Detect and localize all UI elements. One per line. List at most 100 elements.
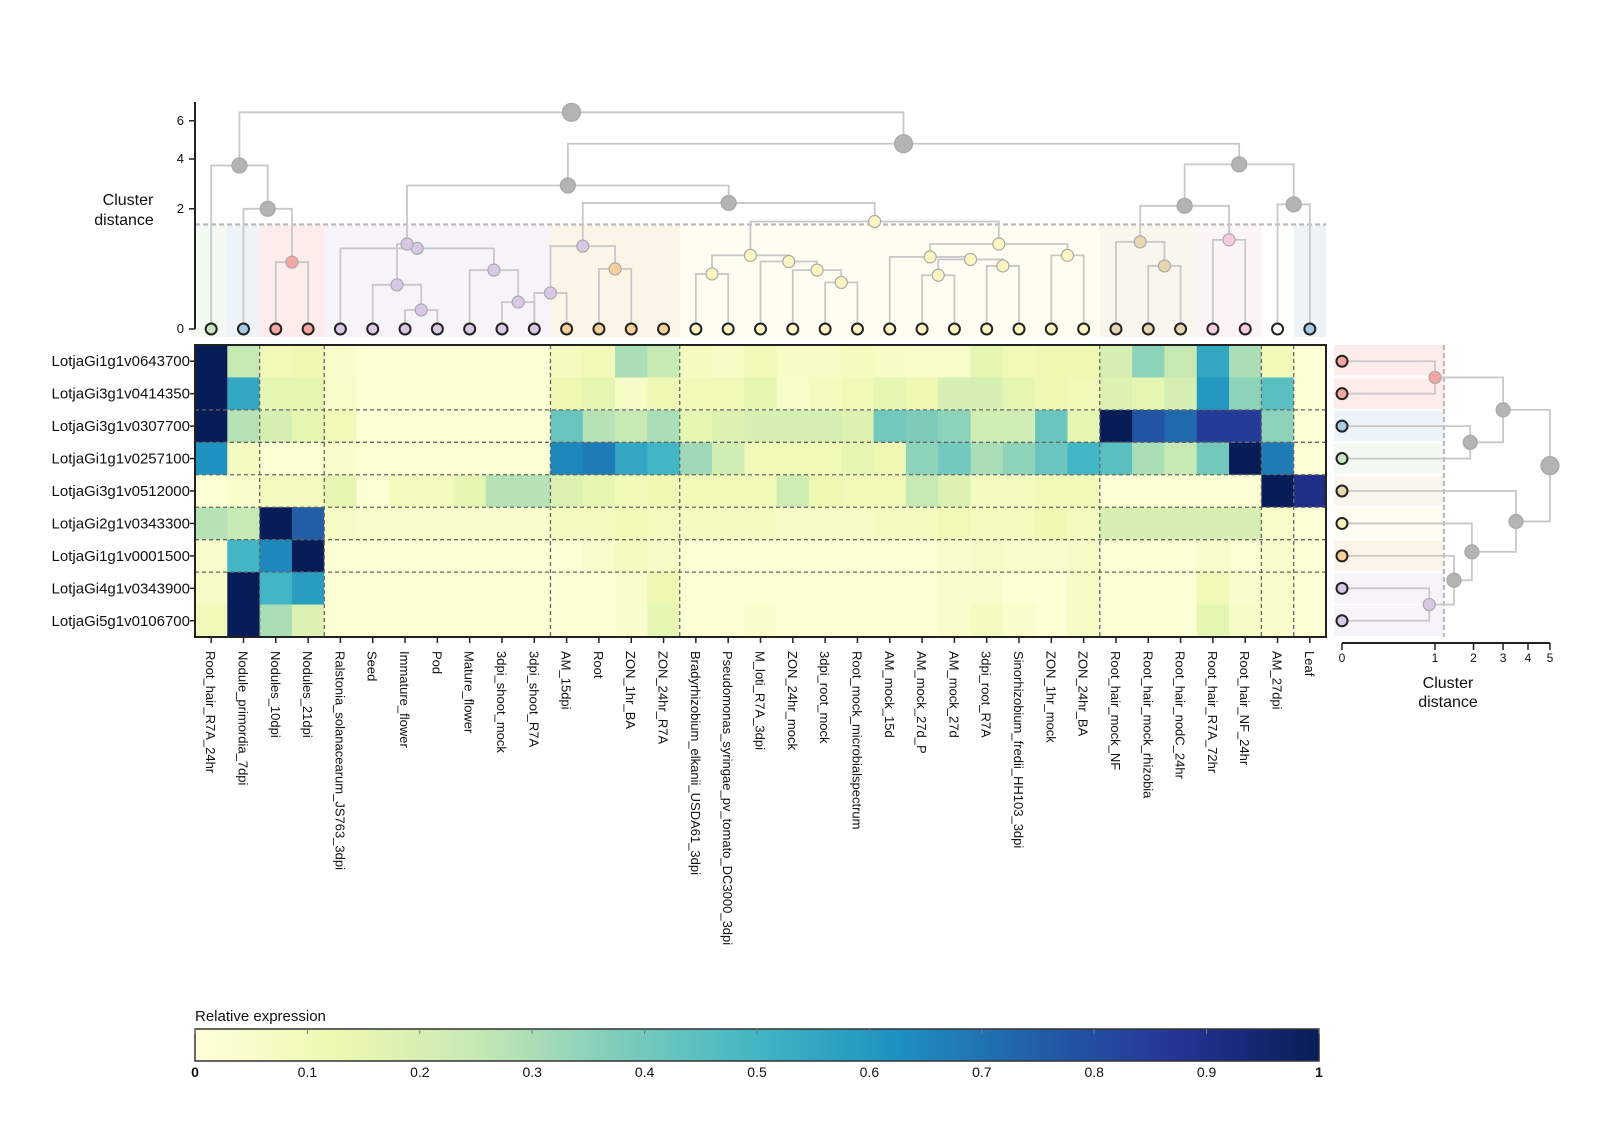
heatmap-cell <box>421 474 455 508</box>
column-label: 3dpi_shoot_mock <box>494 651 509 753</box>
dendrogram-node <box>810 263 824 277</box>
heatmap-cell <box>647 345 681 379</box>
column-label: Bradyrhizobium_elkanii_USDA61_3dpi <box>688 651 703 875</box>
heatmap-cell <box>808 474 842 508</box>
column-label: Leaf <box>1302 651 1317 677</box>
heatmap-cell <box>712 442 745 476</box>
heatmap-cell <box>808 604 842 638</box>
heatmap-cell <box>841 474 875 508</box>
column-label: AM_15dpi <box>559 651 574 710</box>
heatmap-cell <box>1035 507 1069 541</box>
right-cluster-band <box>1334 345 1444 376</box>
heatmap-cell <box>324 572 358 606</box>
heatmap-cell <box>195 572 228 606</box>
heatmap-cell <box>227 409 261 443</box>
heatmap-cell <box>485 604 519 638</box>
heatmap-cell <box>873 572 907 606</box>
heatmap-cell <box>1067 474 1101 508</box>
heatmap-cell <box>1293 474 1327 508</box>
dendrogram-node <box>923 250 937 264</box>
heatmap-cell <box>841 507 875 541</box>
column-label: Nodules_10dpi <box>268 651 283 738</box>
heatmap-cell <box>808 539 842 573</box>
dendrogram-node <box>400 237 414 251</box>
heatmap-cell <box>1132 539 1166 573</box>
heatmap-cell <box>550 604 584 638</box>
heatmap-cell <box>227 377 261 411</box>
heatmap-cell <box>744 539 778 573</box>
heatmap-cell <box>647 572 681 606</box>
colorbar-tick-label: 0.2 <box>410 1064 430 1080</box>
heatmap-cell <box>1099 604 1133 638</box>
column-label: 3dpi_shoot_R7A <box>526 651 541 747</box>
dendrogram-leaf <box>1271 322 1285 336</box>
colorbar-tick-label: 0.8 <box>1084 1064 1104 1080</box>
right-axis-tick-label: 0 <box>1339 651 1346 665</box>
heatmap-cell <box>1196 539 1230 573</box>
column-label: 3dpi_root_R7A <box>979 651 994 738</box>
heatmap-cell <box>905 572 939 606</box>
heatmap-cell <box>518 442 552 476</box>
colorbar-tick-label: 0.3 <box>522 1064 542 1080</box>
heatmap-cell <box>1196 474 1230 508</box>
heatmap-cell <box>679 377 713 411</box>
heatmap-cell <box>679 345 713 379</box>
heatmap-cell <box>1132 604 1166 638</box>
heatmap-cell <box>582 474 616 508</box>
heatmap-cell <box>1099 474 1133 508</box>
heatmap-cell <box>227 507 261 541</box>
column-label: Nodules_21dpi <box>300 651 315 738</box>
heatmap-cell <box>647 442 681 476</box>
dendrogram-node <box>1060 248 1075 262</box>
heatmap-cell <box>841 345 875 379</box>
heatmap-cell <box>905 409 939 443</box>
heatmap-cell <box>195 604 228 638</box>
heatmap-cell <box>905 377 939 411</box>
heatmap-cell <box>582 507 616 541</box>
row-labels: LotjaGi1g1v0643700 LotjaGi3g1v0414350 Lotj… <box>52 353 195 630</box>
top-dendrogram-ylabel-line2: distance <box>94 212 154 229</box>
heatmap-cell <box>421 572 455 606</box>
heatmap-cell <box>259 377 293 411</box>
colorbar-tick-label: 1 <box>1315 1064 1323 1080</box>
dendrogram-leaf <box>204 322 218 336</box>
colorbar-tick-label: 0 <box>191 1064 199 1080</box>
dendrogram-node <box>1422 597 1436 612</box>
heatmap-cell <box>1099 507 1133 541</box>
heatmap-cell <box>970 572 1004 606</box>
heatmap-cell <box>1293 345 1327 379</box>
heatmap-cell <box>324 442 358 476</box>
dendrogram-node <box>390 278 404 292</box>
column-label: Root <box>591 651 606 679</box>
heatmap-cell <box>1196 442 1230 476</box>
heatmap-cell <box>679 474 713 508</box>
heatmap-cell <box>1035 409 1069 443</box>
heatmap-cell <box>485 539 519 573</box>
column-label: Pod <box>429 651 444 674</box>
dendrogram-leaf <box>947 322 961 336</box>
heatmap-cell <box>324 507 358 541</box>
heatmap-cell <box>1293 507 1327 541</box>
row-label: LotjaGi1g1v0257100 <box>52 451 190 468</box>
heatmap-cell <box>1067 507 1101 541</box>
dendrogram-leaf <box>818 322 832 336</box>
heatmap-cell <box>776 377 810 411</box>
right-dendrogram-axis: Cluster distance 0 1 2 3 4 5 <box>1339 642 1554 711</box>
heatmap-cell <box>453 474 487 508</box>
dendrogram-leaf <box>333 322 347 336</box>
heatmap-cell <box>582 409 616 443</box>
heatmap-cell <box>1067 409 1101 443</box>
heatmap-cell <box>195 507 228 541</box>
dendrogram-node <box>782 254 796 269</box>
column-label: Nodule_primordia_7dpi <box>235 651 250 786</box>
dendrogram-leaf <box>1335 581 1349 595</box>
column-label: Root_hair_nodC_24hr <box>1173 651 1188 780</box>
colorbar-tick-label: 0.9 <box>1197 1064 1217 1080</box>
column-label: AM_mock_27d_P <box>914 651 929 754</box>
heatmap-cell <box>744 409 778 443</box>
heatmap-cell <box>970 345 1004 379</box>
heatmap-cell <box>388 604 422 638</box>
heatmap-cell <box>259 409 293 443</box>
heatmap-cell <box>615 507 648 541</box>
